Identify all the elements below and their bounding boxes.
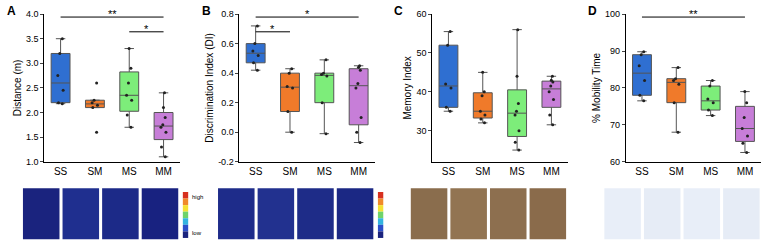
svg-text:MS: MS [703,166,718,177]
svg-text:B: B [202,4,211,18]
svg-text:SS: SS [249,166,263,177]
svg-text:Memory Index: Memory Index [402,56,413,119]
svg-text:SM: SM [282,166,297,177]
svg-text:0.8: 0.8 [221,9,234,19]
svg-text:A: A [7,4,16,18]
svg-text:MS: MS [122,166,137,177]
svg-text:SS: SS [442,166,456,177]
svg-text:2.0: 2.0 [26,108,39,118]
svg-text:3.5: 3.5 [26,34,39,44]
svg-text:*: * [270,23,275,35]
svg-text:SM: SM [87,166,102,177]
svg-text:0.6: 0.6 [221,39,234,49]
svg-text:2.5: 2.5 [26,83,39,93]
svg-text:0.4: 0.4 [221,68,234,78]
svg-text:60: 60 [416,9,426,19]
svg-text:MM: MM [543,166,560,177]
svg-text:MS: MS [510,166,525,177]
svg-text:D: D [588,4,597,18]
svg-text:*: * [305,8,310,20]
svg-text:SM: SM [669,166,684,177]
svg-text:3.0: 3.0 [26,58,39,68]
svg-text:1.5: 1.5 [26,132,39,142]
svg-text:30: 30 [416,126,426,136]
svg-text:-0.2: -0.2 [218,157,234,167]
svg-text:50: 50 [416,48,426,58]
svg-text:70: 70 [610,120,620,130]
svg-text:90: 90 [610,46,620,56]
svg-text:high: high [192,194,203,200]
svg-text:Distance (m): Distance (m) [12,60,23,117]
svg-text:Discrimination Index (DI): Discrimination Index (DI) [204,33,215,142]
svg-text:100: 100 [605,9,620,19]
svg-text:0.2: 0.2 [221,98,234,108]
svg-text:**: ** [108,8,117,20]
svg-text:0.0: 0.0 [221,127,234,137]
svg-text:MM: MM [737,166,754,177]
svg-text:1.0: 1.0 [26,157,39,167]
svg-text:MM: MM [155,166,172,177]
svg-text:MS: MS [317,166,332,177]
svg-text:C: C [394,4,403,18]
svg-text:SM: SM [475,166,490,177]
svg-text:SS: SS [635,166,649,177]
svg-text:MM: MM [350,166,367,177]
svg-text:80: 80 [610,83,620,93]
svg-text:SS: SS [54,166,68,177]
svg-text:*: * [144,23,149,35]
svg-text:% Mobility Time: % Mobility Time [591,52,602,122]
svg-text:40: 40 [416,87,426,97]
svg-text:**: ** [689,8,698,20]
svg-text:low: low [192,230,202,236]
svg-text:4.0: 4.0 [26,9,39,19]
svg-text:60: 60 [610,157,620,167]
